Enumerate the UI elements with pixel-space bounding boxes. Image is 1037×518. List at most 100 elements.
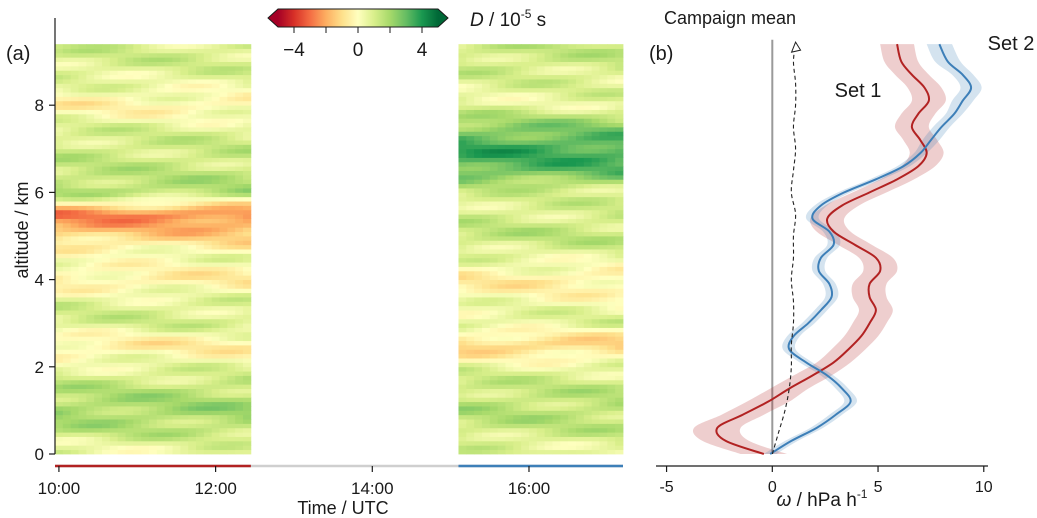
heatmap-cell <box>528 131 538 137</box>
heatmap-cell <box>575 231 585 237</box>
heatmap-cell <box>188 236 197 241</box>
heatmap-cell <box>196 249 205 254</box>
heatmap-cell <box>55 222 64 228</box>
heatmap-cell <box>125 113 134 119</box>
heatmap-cell <box>117 188 126 193</box>
heatmap-cell <box>243 292 252 298</box>
heatmap-cell <box>583 240 593 246</box>
heatmap-cell <box>552 105 561 110</box>
heatmap-cell <box>109 297 119 302</box>
heatmap-cell <box>505 96 514 102</box>
heatmap-cell <box>133 345 142 350</box>
heatmap-cell <box>125 336 134 342</box>
heatmap-cell <box>474 196 483 202</box>
heatmap-cell <box>94 327 103 333</box>
heatmap-cell <box>78 70 87 76</box>
heatmap-cell <box>560 188 569 193</box>
heatmap-cell <box>149 340 158 346</box>
heatmap-cell <box>156 366 166 372</box>
heatmap-cell <box>458 222 467 228</box>
heatmap-cell <box>133 327 142 333</box>
heatmap-cell <box>513 340 522 346</box>
heatmap-cell <box>86 48 95 54</box>
heatmap-cell <box>481 135 491 141</box>
heatmap-cell <box>466 388 475 394</box>
heatmap-cell <box>156 283 166 289</box>
heatmap-cell <box>149 79 158 84</box>
heatmap-cell <box>575 262 585 267</box>
heatmap-cell <box>196 179 205 185</box>
heatmap-cell <box>513 44 522 49</box>
heatmap-cell <box>180 192 189 198</box>
heatmap-cell <box>133 323 142 328</box>
heatmap-cell <box>474 366 483 372</box>
heatmap-cell <box>497 240 506 246</box>
heatmap-cell <box>568 183 577 189</box>
heatmap-cell <box>180 305 189 311</box>
heatmap-cell <box>203 118 213 124</box>
heatmap-cell <box>102 410 111 416</box>
heatmap-cell <box>544 436 553 442</box>
heatmap-cell <box>211 262 220 267</box>
heatmap-cell <box>62 79 72 84</box>
heatmap-cell <box>133 436 142 442</box>
heatmap-cell <box>544 87 553 93</box>
heatmap-cell <box>172 427 181 433</box>
heatmap-cell <box>196 236 205 241</box>
heatmap-cell <box>560 170 569 176</box>
heatmap-cell <box>505 327 514 333</box>
heatmap-cell <box>583 96 593 102</box>
heatmap-cell <box>86 440 95 446</box>
heatmap-cell <box>521 406 530 411</box>
heatmap-cell <box>513 48 522 54</box>
heatmap-cell <box>481 440 491 446</box>
heatmap-cell <box>607 375 616 381</box>
heatmap-cell <box>513 257 522 263</box>
heatmap-cell <box>599 392 608 398</box>
heatmap-cell <box>583 44 593 49</box>
heatmap-cell <box>164 331 173 337</box>
heatmap-cell <box>544 397 553 403</box>
heatmap-cell <box>125 249 134 254</box>
heatmap-cell <box>615 388 624 394</box>
colorbar-tick-label: 4 <box>417 40 428 61</box>
heatmap-cell <box>497 266 506 272</box>
heatmap-cell <box>227 318 236 324</box>
heatmap-cell <box>55 410 64 416</box>
heatmap-cell <box>513 109 522 115</box>
heatmap-cell <box>149 74 158 80</box>
heatmap-cell <box>219 209 228 215</box>
heatmap-cell <box>552 427 561 433</box>
heatmap-cell <box>86 392 95 398</box>
heatmap-cell <box>458 419 467 424</box>
heatmap-cell <box>583 262 593 267</box>
heatmap-cell <box>489 436 499 442</box>
heatmap-cell <box>196 122 205 128</box>
heatmap-cell <box>211 227 220 233</box>
heatmap-cell <box>55 188 64 193</box>
heatmap-cell <box>599 174 608 180</box>
heatmap-cell <box>607 205 616 211</box>
heatmap-cell <box>125 401 134 407</box>
heatmap-cell <box>55 140 64 145</box>
heatmap-cell <box>513 240 522 246</box>
heatmap-cell <box>211 118 220 124</box>
heatmap-cell <box>560 218 569 224</box>
heatmap-cell <box>78 170 87 176</box>
heatmap-cell <box>55 214 64 219</box>
heatmap-cell <box>86 301 95 307</box>
heatmap-cell <box>528 135 538 141</box>
heatmap-cell <box>497 392 506 398</box>
heatmap-cell <box>180 436 189 442</box>
heatmap-cell <box>235 366 244 372</box>
heatmap-cell <box>235 336 244 342</box>
heatmap-cell <box>203 358 213 363</box>
heatmap-cell <box>466 327 475 333</box>
heatmap-cell <box>489 209 499 215</box>
heatmap-cell <box>219 279 228 285</box>
heatmap-cell <box>536 427 546 433</box>
heatmap-cell <box>55 61 64 67</box>
heatmap-cell <box>568 310 577 315</box>
heatmap-cell <box>156 297 166 302</box>
profile-series <box>692 43 982 455</box>
